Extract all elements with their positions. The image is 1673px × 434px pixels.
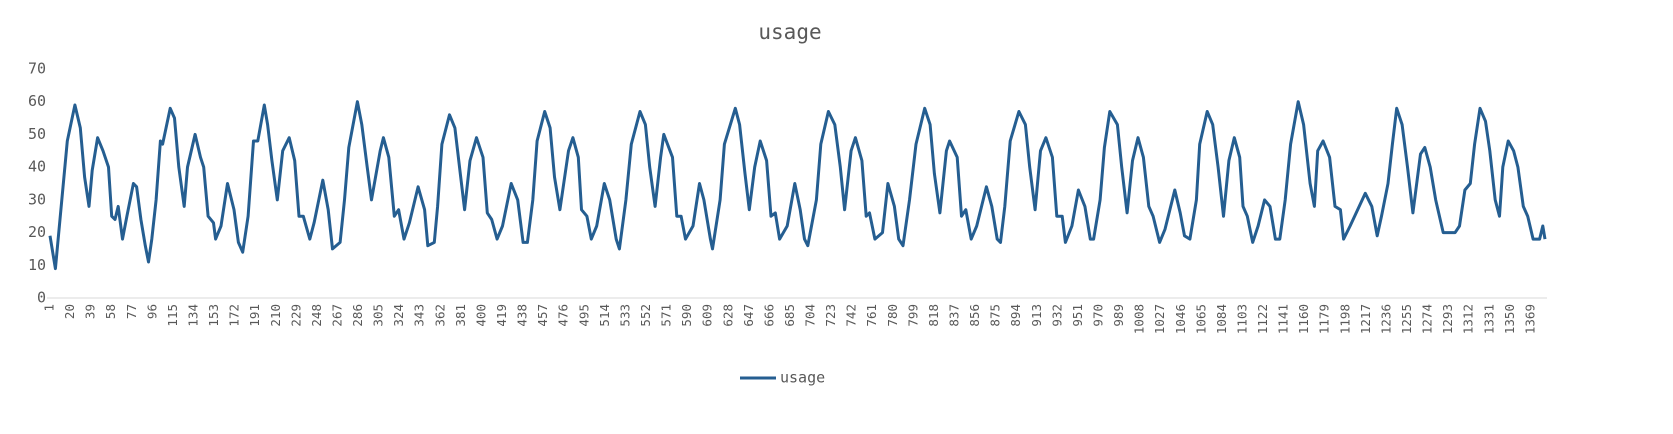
x-tick-label: 1312 <box>1461 304 1476 334</box>
x-tick-label: 20 <box>62 304 77 319</box>
x-tick-label: 400 <box>473 304 488 327</box>
x-tick-label: 628 <box>720 304 735 327</box>
x-tick-label: 1293 <box>1440 304 1455 334</box>
x-tick-label: 609 <box>700 304 715 327</box>
x-tick-label: 1198 <box>1337 304 1352 334</box>
x-tick-label: 495 <box>576 304 591 327</box>
y-tick-label: 70 <box>28 60 46 78</box>
x-tick-label: 970 <box>1090 304 1105 327</box>
x-tick-label: 1274 <box>1420 304 1435 334</box>
x-tick-label: 476 <box>556 304 571 327</box>
x-tick-label: 58 <box>103 304 118 319</box>
x-tick-label: 799 <box>905 304 920 327</box>
y-tick-label: 40 <box>28 158 46 176</box>
y-tick-label: 10 <box>28 256 46 274</box>
x-tick-label: 1084 <box>1214 304 1229 334</box>
x-tick-label: 115 <box>165 304 180 327</box>
x-tick-label: 1179 <box>1317 304 1332 334</box>
x-tick-label: 552 <box>638 304 653 327</box>
x-tick-label: 818 <box>926 304 941 327</box>
x-tick-label: 153 <box>206 304 221 327</box>
x-tick-label: 761 <box>864 304 879 327</box>
x-tick-label: 362 <box>432 304 447 327</box>
y-tick-label: 50 <box>28 125 46 143</box>
x-tick-label: 343 <box>412 304 427 327</box>
x-tick-label: 229 <box>288 304 303 327</box>
x-tick-label: 533 <box>617 304 632 327</box>
x-tick-label: 913 <box>1029 304 1044 327</box>
x-tick-label: 780 <box>885 304 900 327</box>
x-tick-label: 951 <box>1070 304 1085 327</box>
x-tick-label: 286 <box>350 304 365 327</box>
x-tick-label: 590 <box>679 304 694 327</box>
x-tick-label: 685 <box>782 304 797 327</box>
x-tick-label: 457 <box>535 304 550 327</box>
series-line <box>48 100 1547 271</box>
y-tick-label: 30 <box>28 190 46 208</box>
x-tick-label: 1046 <box>1173 304 1188 334</box>
x-tick-label: 305 <box>371 304 386 327</box>
x-tick-label: 1141 <box>1276 304 1291 334</box>
x-tick-label: 1065 <box>1193 304 1208 334</box>
x-tick-label: 172 <box>227 304 242 327</box>
y-tick-label: 60 <box>28 92 46 110</box>
x-tick-label: 856 <box>967 304 982 327</box>
y-tick-label: 0 <box>37 289 46 307</box>
chart-title: usage <box>758 20 821 44</box>
x-tick-label: 210 <box>268 304 283 327</box>
x-tick-label: 1027 <box>1152 304 1167 334</box>
x-tick-label: 1217 <box>1358 304 1373 334</box>
x-tick-label: 134 <box>185 304 200 327</box>
x-tick-label: 1236 <box>1378 304 1393 334</box>
x-tick-label: 837 <box>947 304 962 327</box>
x-tick-label: 381 <box>453 304 468 327</box>
x-tick-label: 1122 <box>1255 304 1270 334</box>
x-tick-label: 1369 <box>1522 304 1537 334</box>
x-tick-label: 932 <box>1049 304 1064 327</box>
x-tick-label: 666 <box>761 304 776 327</box>
x-tick-label: 1160 <box>1296 304 1311 334</box>
x-tick-label: 875 <box>988 304 1003 327</box>
x-tick-label: 419 <box>494 304 509 327</box>
x-tick-label: 96 <box>144 304 159 319</box>
x-tick-label: 514 <box>597 304 612 327</box>
x-tick-label: 571 <box>659 304 674 327</box>
x-tick-label: 1331 <box>1481 304 1496 334</box>
x-tick-label: 77 <box>124 304 139 319</box>
x-tick-label: 438 <box>515 304 530 327</box>
x-tick-label: 324 <box>391 304 406 327</box>
x-tick-label: 894 <box>1008 304 1023 327</box>
x-tick-label: 742 <box>844 304 859 327</box>
x-tick-label: 39 <box>83 304 98 319</box>
x-tick-label: 647 <box>741 304 756 327</box>
x-tick-label: 1008 <box>1132 304 1147 334</box>
x-tick-label: 723 <box>823 304 838 327</box>
x-tick-label: 1350 <box>1502 304 1517 334</box>
x-tick-label: 267 <box>329 304 344 327</box>
x-tick-label: 248 <box>309 304 324 327</box>
x-tick-label: 1255 <box>1399 304 1414 334</box>
x-tick-label: 989 <box>1111 304 1126 327</box>
x-tick-label: 191 <box>247 304 262 327</box>
x-tick-label: 1103 <box>1234 304 1249 334</box>
x-tick-label: 1 <box>42 304 57 312</box>
legend-label: usage <box>780 369 825 387</box>
x-tick-label: 704 <box>803 304 818 327</box>
y-tick-label: 20 <box>28 223 46 241</box>
